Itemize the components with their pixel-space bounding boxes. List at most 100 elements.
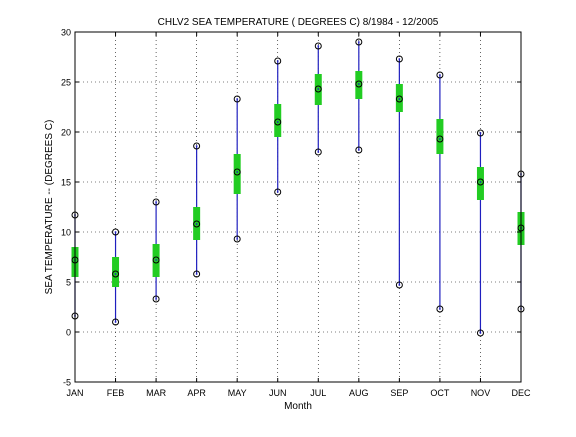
plot-area [75, 32, 521, 382]
max-dot [114, 231, 117, 233]
min-dot [195, 273, 198, 275]
box-jun [274, 57, 282, 196]
max-marker [355, 38, 363, 46]
box-mar [152, 198, 160, 303]
min-marker [112, 318, 120, 326]
x-tick-label: JUN [269, 388, 287, 398]
max-dot [357, 41, 360, 43]
y-tick-label: -5 [63, 378, 71, 388]
y-tick-label: 30 [61, 28, 71, 38]
box-nov [476, 129, 484, 337]
x-tick-label: JAN [66, 388, 83, 398]
max-dot [439, 74, 441, 76]
y-tick-label: 5 [66, 278, 71, 288]
max-marker [233, 95, 241, 103]
box-feb [112, 228, 120, 326]
max-marker [152, 198, 160, 206]
max-dot [195, 145, 198, 147]
y-tick-label: 25 [61, 78, 71, 88]
min-dot [114, 321, 117, 323]
median-dot [236, 171, 239, 173]
median-dot [155, 259, 157, 261]
min-marker [274, 188, 282, 196]
min-dot [236, 238, 239, 240]
min-dot [155, 298, 157, 300]
median-dot [114, 273, 117, 275]
axis-ticks: -5 0 5 10 15 20 25 30 JAN FEB MAR APR MAY JUN JUL AUG SE… [61, 28, 531, 399]
min-dot [479, 332, 482, 334]
max-marker [436, 71, 444, 79]
x-tick-label: SEP [390, 388, 408, 398]
box-sep [395, 55, 403, 289]
max-dot [479, 132, 482, 134]
iqr-box [395, 84, 403, 112]
box-oct [436, 71, 444, 313]
y-tick-label: 15 [61, 178, 71, 188]
min-marker [193, 270, 201, 278]
median-marker [152, 256, 160, 264]
iqr-box [476, 167, 484, 200]
median-dot [357, 83, 360, 85]
iqr-box [233, 154, 241, 194]
x-tick-label: MAR [146, 388, 167, 398]
min-marker [314, 148, 322, 156]
y-tick-label: 10 [61, 228, 71, 238]
y-tick-label: 0 [66, 328, 71, 338]
max-marker [395, 55, 403, 63]
min-marker [395, 281, 403, 289]
median-marker [436, 135, 444, 143]
iqr-box [274, 104, 282, 137]
max-dot [276, 60, 279, 62]
median-marker [355, 80, 363, 88]
x-axis-label: Month [284, 401, 312, 412]
median-marker [314, 85, 322, 93]
chart-title: CHLV2 SEA TEMPERATURE ( DEGREES C) 8/198… [158, 17, 439, 28]
median-marker [395, 95, 403, 103]
median-dot [276, 121, 279, 123]
box-apr [193, 142, 201, 278]
x-tick-label: MAY [228, 388, 247, 398]
x-tick-label: DEC [511, 388, 531, 398]
min-dot [357, 149, 360, 151]
median-dot [398, 98, 401, 100]
x-tick-label: JUL [310, 388, 326, 398]
max-dot [398, 58, 401, 60]
max-marker [314, 42, 322, 50]
median-marker [274, 118, 282, 126]
x-tick-label: NOV [471, 388, 491, 398]
iqr-box [112, 257, 120, 287]
min-dot [276, 191, 279, 193]
min-dot [398, 284, 401, 286]
min-dot [439, 308, 441, 310]
min-marker [233, 235, 241, 243]
max-marker [112, 228, 120, 236]
min-marker [476, 329, 484, 337]
median-marker [193, 220, 201, 228]
median-marker [233, 168, 241, 176]
min-dot [317, 151, 320, 153]
min-marker [152, 295, 160, 303]
median-marker [476, 178, 484, 186]
box-may [233, 95, 241, 243]
median-marker [112, 270, 120, 278]
max-marker [476, 129, 484, 137]
median-dot [479, 181, 482, 183]
x-tick-label: AUG [349, 388, 369, 398]
y-axis-label: SEA TEMPERATURE -- (DEGREES C) [44, 120, 55, 295]
max-dot [317, 45, 320, 47]
y-tick-label: 20 [61, 128, 71, 138]
median-dot [195, 223, 198, 225]
min-marker [355, 146, 363, 154]
max-dot [236, 98, 239, 100]
min-marker [436, 305, 444, 313]
x-tick-label: OCT [430, 388, 450, 398]
x-tick-label: FEB [107, 388, 125, 398]
plot-frame [74, 31, 522, 383]
box-aug [355, 38, 363, 154]
max-marker [193, 142, 201, 150]
x-tick-label: APR [187, 388, 206, 398]
box-jul [314, 42, 322, 156]
median-dot [317, 88, 320, 90]
